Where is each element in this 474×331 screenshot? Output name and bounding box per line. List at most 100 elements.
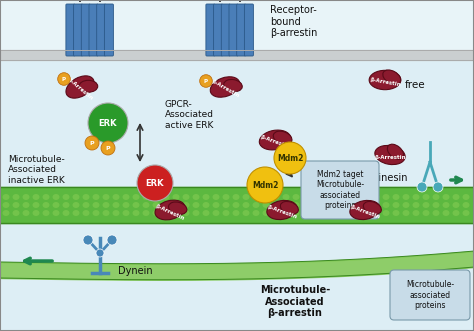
- Ellipse shape: [253, 202, 259, 208]
- Ellipse shape: [273, 210, 280, 216]
- Ellipse shape: [402, 210, 410, 216]
- Ellipse shape: [43, 210, 49, 216]
- Ellipse shape: [322, 202, 329, 208]
- Ellipse shape: [153, 194, 159, 200]
- Ellipse shape: [332, 210, 339, 216]
- Ellipse shape: [102, 194, 109, 200]
- Text: β-Arrestin: β-Arrestin: [266, 204, 298, 220]
- Ellipse shape: [122, 202, 129, 208]
- Ellipse shape: [92, 194, 100, 200]
- Ellipse shape: [387, 144, 403, 159]
- Ellipse shape: [82, 210, 90, 216]
- Ellipse shape: [353, 194, 359, 200]
- Ellipse shape: [253, 194, 259, 200]
- Ellipse shape: [12, 202, 19, 208]
- Ellipse shape: [280, 202, 298, 214]
- Ellipse shape: [163, 202, 170, 208]
- Ellipse shape: [92, 202, 100, 208]
- Text: Mdm2: Mdm2: [277, 154, 303, 163]
- Ellipse shape: [273, 202, 280, 208]
- Ellipse shape: [312, 194, 319, 200]
- Text: β-Arrestin: β-Arrestin: [369, 77, 401, 87]
- Ellipse shape: [233, 194, 239, 200]
- Ellipse shape: [112, 210, 119, 216]
- Ellipse shape: [375, 145, 405, 165]
- Circle shape: [200, 75, 212, 87]
- Ellipse shape: [102, 202, 109, 208]
- Ellipse shape: [283, 202, 290, 208]
- Ellipse shape: [402, 202, 410, 208]
- Ellipse shape: [33, 194, 39, 200]
- Ellipse shape: [53, 210, 60, 216]
- Ellipse shape: [92, 210, 100, 216]
- Text: β-Arrestin: β-Arrestin: [66, 77, 94, 101]
- Ellipse shape: [53, 194, 60, 200]
- Text: ERK: ERK: [146, 178, 164, 187]
- FancyBboxPatch shape: [82, 4, 91, 56]
- Ellipse shape: [453, 202, 459, 208]
- Circle shape: [58, 73, 70, 85]
- Text: β-Arrestin: β-Arrestin: [210, 79, 240, 99]
- FancyBboxPatch shape: [301, 161, 379, 219]
- Ellipse shape: [133, 202, 139, 208]
- Ellipse shape: [163, 194, 170, 200]
- Ellipse shape: [383, 210, 390, 216]
- FancyBboxPatch shape: [97, 4, 106, 56]
- Ellipse shape: [432, 210, 439, 216]
- Ellipse shape: [153, 210, 159, 216]
- Ellipse shape: [63, 194, 70, 200]
- Circle shape: [433, 182, 443, 192]
- Ellipse shape: [53, 202, 60, 208]
- Text: Microtubule-
Associated
inactive ERK: Microtubule- Associated inactive ERK: [8, 155, 65, 185]
- Text: β-Arrestin: β-Arrestin: [259, 134, 291, 150]
- FancyBboxPatch shape: [66, 4, 75, 56]
- Ellipse shape: [82, 202, 90, 208]
- Ellipse shape: [192, 194, 200, 200]
- Text: Dynein: Dynein: [118, 266, 153, 276]
- Ellipse shape: [143, 210, 149, 216]
- Ellipse shape: [212, 202, 219, 208]
- Ellipse shape: [364, 202, 382, 214]
- Text: Microtubule-
Associated
β-arrestin: Microtubule- Associated β-arrestin: [260, 285, 330, 318]
- Ellipse shape: [2, 194, 9, 200]
- Text: ERK: ERK: [99, 118, 117, 127]
- Ellipse shape: [332, 194, 339, 200]
- Ellipse shape: [267, 200, 297, 219]
- Ellipse shape: [373, 202, 380, 208]
- Ellipse shape: [22, 202, 29, 208]
- Ellipse shape: [253, 210, 259, 216]
- Ellipse shape: [22, 194, 29, 200]
- FancyBboxPatch shape: [229, 4, 238, 56]
- Ellipse shape: [463, 210, 470, 216]
- FancyBboxPatch shape: [221, 4, 230, 56]
- Ellipse shape: [422, 210, 429, 216]
- Circle shape: [274, 142, 306, 174]
- Ellipse shape: [353, 202, 359, 208]
- Ellipse shape: [363, 202, 370, 208]
- Text: Microtubule-
associated
proteins: Microtubule- associated proteins: [406, 280, 454, 310]
- Text: P: P: [106, 146, 110, 151]
- Ellipse shape: [202, 194, 210, 200]
- Circle shape: [85, 136, 99, 150]
- Ellipse shape: [312, 210, 319, 216]
- Ellipse shape: [182, 194, 190, 200]
- Text: P: P: [204, 78, 208, 83]
- Text: free: free: [405, 80, 426, 90]
- Circle shape: [101, 141, 115, 155]
- Ellipse shape: [143, 202, 149, 208]
- Ellipse shape: [392, 202, 400, 208]
- Ellipse shape: [233, 202, 239, 208]
- Ellipse shape: [453, 194, 459, 200]
- Ellipse shape: [173, 202, 180, 208]
- Ellipse shape: [63, 202, 70, 208]
- Ellipse shape: [283, 210, 290, 216]
- Ellipse shape: [292, 210, 300, 216]
- FancyBboxPatch shape: [237, 4, 246, 56]
- Ellipse shape: [383, 194, 390, 200]
- Ellipse shape: [192, 202, 200, 208]
- Ellipse shape: [222, 194, 229, 200]
- Text: P: P: [90, 140, 94, 146]
- Ellipse shape: [263, 194, 270, 200]
- Text: Receptor-
bound
β-arrestin: Receptor- bound β-arrestin: [270, 5, 318, 38]
- Ellipse shape: [463, 202, 470, 208]
